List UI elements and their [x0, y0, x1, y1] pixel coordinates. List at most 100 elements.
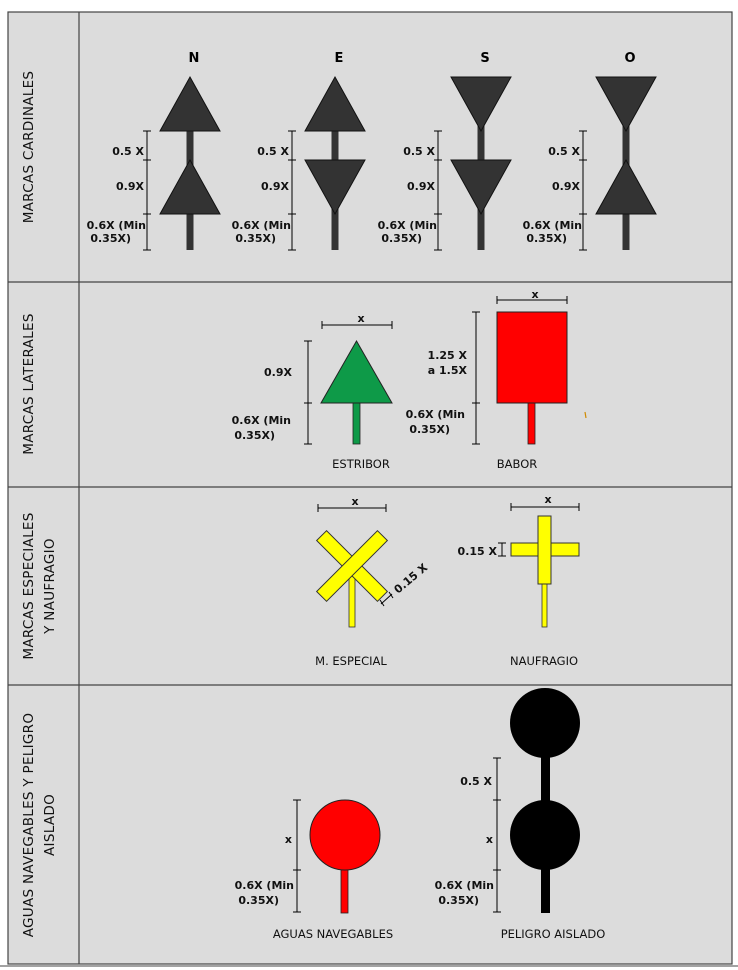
cardinal-cone-lower	[304, 159, 366, 216]
peligro-size-label: x	[486, 833, 493, 846]
estribor-height-dim	[304, 340, 312, 445]
peligro-caption: PELIGRO AISLADO	[501, 927, 606, 941]
row-label-especiales-line1: MARCAS ESPECIALES	[21, 512, 37, 659]
dim-middle-label: 0.9X	[116, 180, 144, 193]
cardinal-cone-lower	[159, 158, 221, 215]
dim-lower-label-2: 0.35X)	[90, 232, 131, 245]
peligro-gap-label: 0.5 X	[460, 775, 492, 788]
babor-pole-label-1: 0.6X (Min	[406, 408, 465, 421]
cardinal-cone-lower	[595, 158, 657, 215]
aguas-pole-label-1: 0.6X (Min	[235, 879, 294, 892]
table-grid	[7, 11, 733, 965]
dim-middle-label: 0.9X	[407, 180, 435, 193]
babor-width-label: x	[531, 288, 538, 301]
estribor-width-label: x	[357, 312, 364, 325]
naufragio-width-label: x	[544, 493, 551, 506]
aguas-size-dim	[293, 799, 301, 913]
cardinal-cone-upper	[595, 76, 657, 133]
babor-height-label-2: a 1.5X	[428, 364, 468, 377]
naufragio-pole	[541, 583, 548, 628]
dim-lower-label-1: 0.6X (Min	[523, 219, 582, 232]
babor-height-label-1: 1.25 X	[428, 349, 468, 362]
naufragio-thickness-label: 0.15 X	[458, 545, 498, 558]
naufragio-caption: NAUFRAGIO	[510, 654, 578, 668]
babor-stray-mark	[584, 411, 587, 419]
babor-caption: BABOR	[497, 457, 538, 471]
cardinal-dimension-line	[579, 130, 587, 251]
especial-x-mark: x 0.15 X M. ESPECIAL	[315, 495, 430, 668]
row-label-laterales: MARCAS LATERALES	[21, 313, 37, 454]
estribor-caption: ESTRIBOR	[332, 457, 390, 471]
lateral-estribor: x 0.9X 0.6X (Min 0.35X) ESTRIBOR	[232, 312, 393, 471]
dim-upper-label: 0.5 X	[257, 145, 289, 158]
lateral-babor: x 1.25 X a 1.5X 0.6X (Min 0.35X) BABOR	[406, 288, 587, 471]
dim-lower-label-1: 0.6X (Min	[87, 219, 146, 232]
aguas-size-label: x	[285, 833, 292, 846]
cardinal-cone-upper	[159, 75, 221, 132]
aguas-pole	[340, 867, 349, 914]
babor-pole-label-2: 0.35X)	[409, 423, 450, 436]
row-label-especiales-line2: Y NAUFRAGIO	[42, 538, 58, 635]
row-label-aguas-line2: AISLADO	[42, 794, 58, 856]
row-label-cardinales: MARCAS CARDINALES	[21, 71, 37, 224]
peligro-size-dim	[493, 757, 501, 913]
peligro-sphere-lower	[510, 800, 580, 870]
estribor-cone	[320, 339, 393, 404]
especial-thickness-dim	[379, 591, 394, 607]
row-label-aguas-line1: AGUAS NAVEGABLES Y PELIGRO	[21, 713, 37, 938]
babor-width-dim	[496, 296, 568, 304]
cardinal-cone-upper	[450, 76, 512, 133]
naufragio-cross-mark: x 0.15 X NAUFRAGIO	[458, 493, 580, 668]
babor-height-dim	[472, 311, 480, 445]
direction-label: S	[480, 51, 489, 66]
direction-label: E	[335, 51, 344, 66]
naufragio-thickness-dim	[498, 542, 506, 557]
babor-pole	[527, 402, 536, 445]
aguas-sphere	[309, 799, 381, 871]
babor-can	[496, 311, 568, 404]
estribor-pole-label-1: 0.6X (Min	[232, 414, 291, 427]
peligro-pole-label-1: 0.6X (Min	[435, 879, 494, 892]
especial-caption: M. ESPECIAL	[315, 654, 387, 668]
direction-label: O	[624, 51, 635, 66]
dim-middle-label: 0.9X	[552, 180, 580, 193]
naufragio-cross-center	[538, 543, 551, 556]
estribor-pole-label-2: 0.35X)	[234, 429, 275, 442]
especial-width-dim	[317, 504, 387, 512]
table-background	[8, 12, 732, 964]
dim-middle-label: 0.9X	[261, 180, 289, 193]
peligro-aislado-mark: 0.5 X x 0.6X (Min 0.35X) PELIGRO AISLADO	[435, 688, 606, 941]
peligro-sphere-upper	[510, 688, 580, 758]
cardinal-dimension-line	[434, 130, 442, 251]
dim-upper-label: 0.5 X	[112, 145, 144, 158]
estribor-height-label: 0.9X	[264, 366, 292, 379]
dim-lower-label-2: 0.35X)	[526, 232, 567, 245]
direction-label: N	[189, 51, 200, 66]
aguas-pole-label-2: 0.35X)	[238, 894, 279, 907]
cardinal-dimension-line	[143, 130, 151, 251]
naufragio-width-dim	[510, 503, 580, 511]
estribor-width-dim	[321, 321, 393, 329]
dim-lower-label-2: 0.35X)	[381, 232, 422, 245]
dim-lower-label-2: 0.35X)	[235, 232, 276, 245]
especial-x-bar-2	[315, 529, 389, 603]
cardinal-dimension-line	[288, 130, 296, 251]
dim-upper-label: 0.5 X	[548, 145, 580, 158]
especial-pole	[348, 574, 356, 628]
cardinal-cone-upper	[304, 75, 366, 132]
aguas-caption: AGUAS NAVEGABLES	[273, 927, 393, 941]
dim-lower-label-1: 0.6X (Min	[378, 219, 437, 232]
peligro-pole-label-2: 0.35X)	[438, 894, 479, 907]
dim-upper-label: 0.5 X	[403, 145, 435, 158]
aguas-navegables-mark: x 0.6X (Min 0.35X) AGUAS NAVEGABLES	[235, 799, 393, 941]
dim-lower-label-1: 0.6X (Min	[232, 219, 291, 232]
cardinal-cone-lower	[450, 159, 512, 216]
estribor-pole	[352, 402, 361, 445]
especial-width-label: x	[351, 495, 358, 508]
